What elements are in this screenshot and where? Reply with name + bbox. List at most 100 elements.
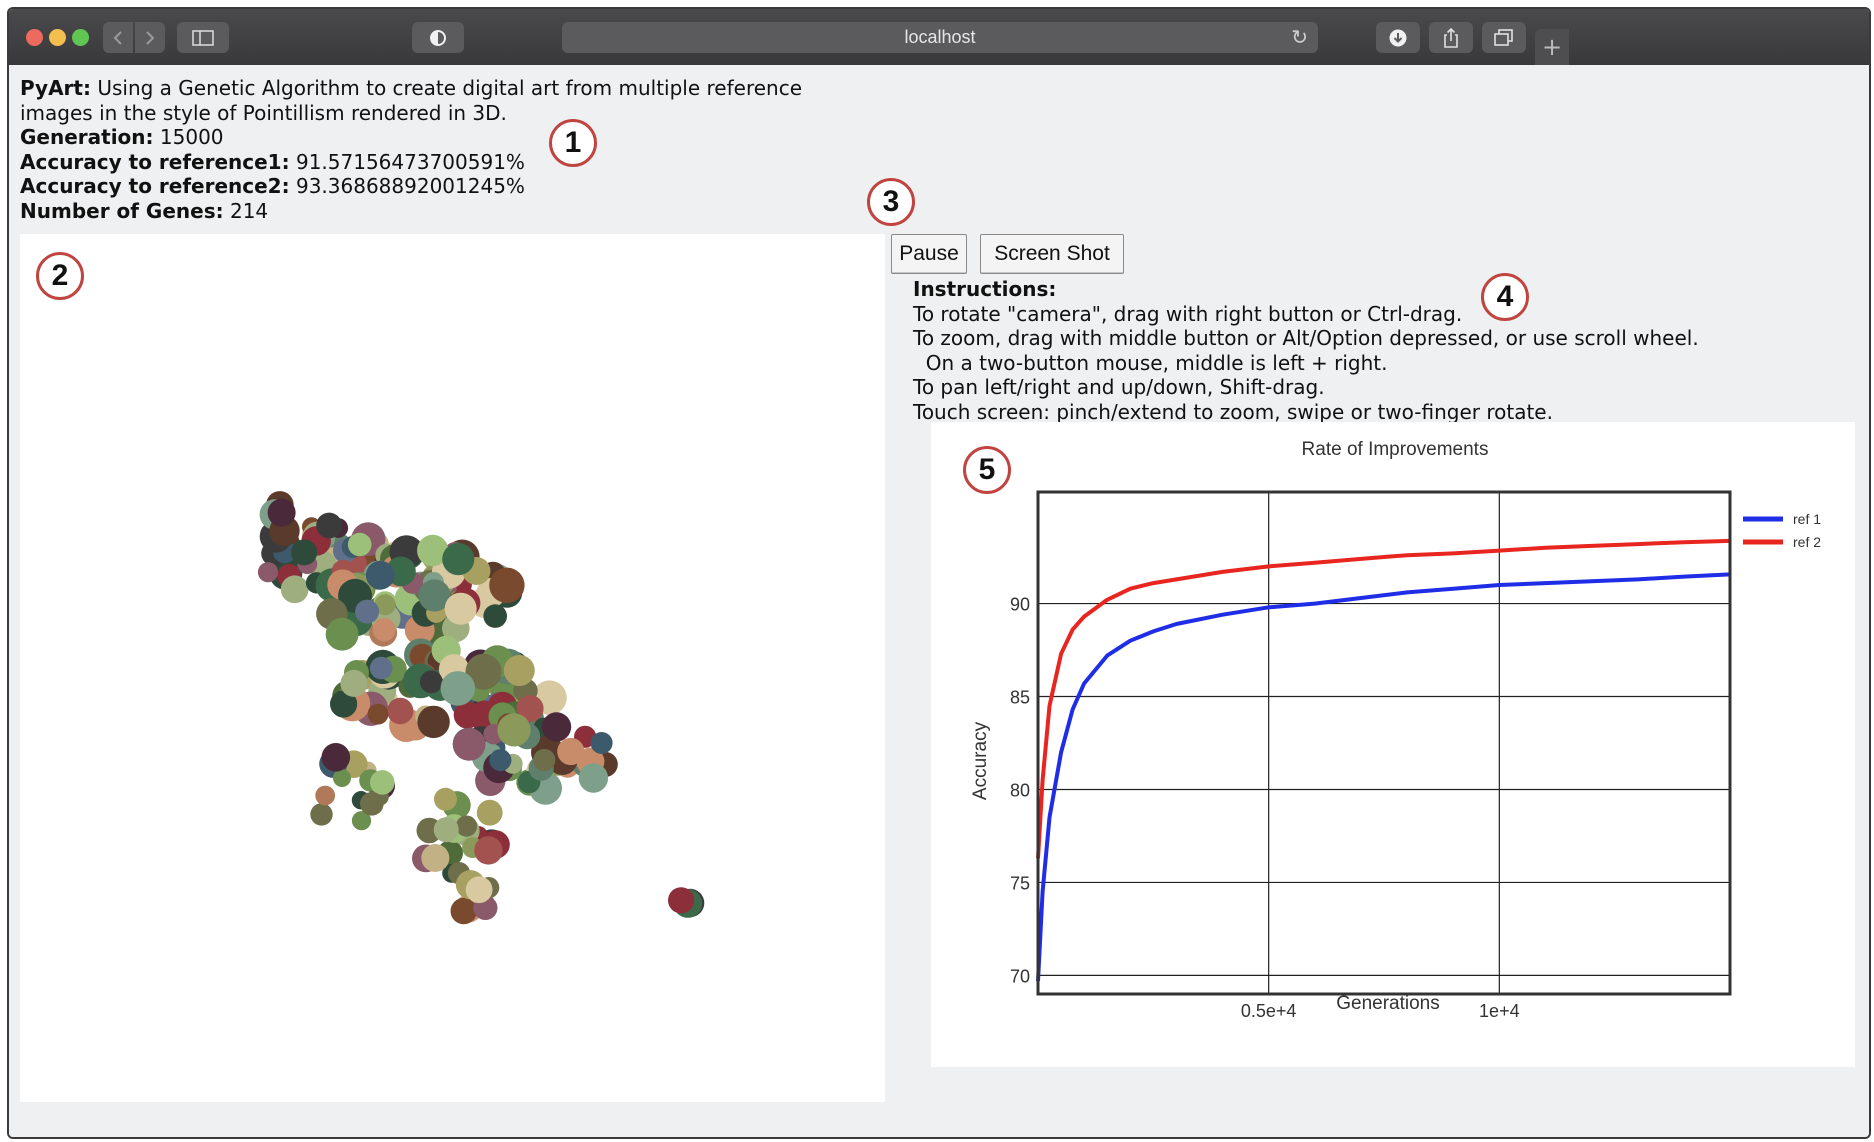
zoom-window-button[interactable] [72, 29, 89, 46]
chart-title: Rate of Improvements [1302, 439, 1489, 460]
download-icon [1389, 29, 1407, 46]
gene-dot [533, 748, 556, 772]
gene-dot [333, 769, 351, 787]
generation-value: 15000 [153, 125, 224, 150]
instructions: Instructions: To rotate "camera", drag w… [913, 277, 1699, 425]
callout-marker: 5 [963, 446, 1011, 494]
tabs-icon [1494, 28, 1513, 46]
gene-dot [417, 534, 449, 567]
tab-overview-button[interactable] [1482, 22, 1526, 53]
sidebar-toggle-button[interactable] [177, 22, 229, 53]
gene-dot [557, 737, 585, 766]
share-button[interactable] [1429, 22, 1473, 53]
gene-dot [489, 749, 512, 772]
app-description-line2: images in the style of Pointillism rende… [20, 100, 507, 125]
gene-dot [387, 697, 414, 725]
gene-dot [355, 599, 380, 624]
accuracy-ref1-value: 91.57156473700591% [289, 149, 525, 174]
gene-dot [369, 656, 393, 680]
minimize-window-button[interactable] [49, 29, 66, 46]
browser-window: localhost ↻ + PyArt: Using a Genetic Alg… [7, 7, 1871, 1139]
gene-dot [291, 539, 318, 566]
app-name: PyArt: [20, 76, 91, 100]
y-axis-label: Accuracy [970, 721, 991, 800]
x-tick-label: 1e+4 [1479, 1001, 1520, 1021]
gene-dot [372, 618, 396, 642]
plus-icon: + [1541, 33, 1563, 61]
privacy-shield-button[interactable] [412, 22, 464, 53]
forward-button[interactable] [135, 22, 165, 53]
accuracy-ref1-label: Accuracy to reference1: [20, 149, 290, 174]
gene-dot [497, 713, 531, 747]
x-axis-label: Generations [1336, 993, 1440, 1014]
shield-icon [430, 29, 446, 46]
gene-dot [578, 763, 609, 793]
gene-dot [474, 836, 503, 865]
gene-dot [489, 567, 525, 603]
gene-dot [668, 887, 695, 914]
gene-dot [347, 532, 372, 557]
gene-count-value: 214 [223, 198, 269, 223]
callout-marker: 2 [36, 252, 84, 300]
legend-label: ref 1 [1793, 511, 1821, 527]
gene-dot [419, 670, 443, 694]
address-bar[interactable]: localhost ↻ [562, 22, 1318, 53]
legend-label: ref 2 [1793, 534, 1821, 550]
generation-label: Generation: [20, 125, 154, 150]
gene-dot [365, 560, 395, 590]
callout-marker: 4 [1481, 273, 1529, 321]
gene-dot [340, 669, 368, 697]
callout-marker: 3 [867, 178, 915, 226]
gene-dot [370, 770, 395, 795]
back-button[interactable] [103, 22, 133, 53]
accuracy-ref2-value: 93.36868892001245% [289, 174, 525, 199]
improvement-chart: Rate of Improvements Generations Accurac… [931, 422, 1855, 1067]
gene-dot [465, 876, 493, 904]
gene-dot [310, 803, 333, 826]
app-description: Using a Genetic Algorithm to create digi… [90, 76, 803, 100]
gene-dot [452, 728, 486, 761]
gene-dot [444, 592, 477, 625]
instruction-line: On a two-button mouse, middle is left + … [913, 350, 1388, 375]
instruction-line: To zoom, drag with middle button or Alt/… [913, 326, 1699, 351]
gene-dot [440, 671, 476, 706]
gene-dot [590, 732, 613, 754]
gene-dot [257, 562, 279, 583]
downloads-button[interactable] [1376, 22, 1420, 53]
gene-dot [360, 792, 384, 816]
y-tick-label: 75 [1010, 873, 1030, 893]
gene-dot [455, 815, 478, 837]
instruction-line: To pan left/right and up/down, Shift-dra… [913, 375, 1325, 400]
close-window-button[interactable] [26, 29, 43, 46]
y-tick-label: 70 [1010, 966, 1030, 986]
gene-dot [417, 705, 450, 739]
screenshot-button[interactable]: Screen Shot [980, 234, 1124, 274]
new-tab-button[interactable]: + [1535, 29, 1569, 65]
pointillism-3d-canvas[interactable] [20, 234, 885, 1102]
gene-dot [330, 690, 358, 718]
gene-dot [418, 579, 451, 612]
gene-dot [321, 743, 351, 772]
instructions-heading: Instructions: [913, 277, 1057, 301]
chart-svg: Rate of Improvements Generations Accurac… [970, 439, 1821, 1021]
pause-button[interactable]: Pause [891, 234, 967, 274]
gene-dots [257, 491, 705, 925]
gene-dot [316, 512, 342, 539]
series-line-ref-2 [1036, 538, 1731, 859]
gene-dot [476, 799, 503, 826]
sidebar-icon [192, 29, 214, 46]
reload-icon[interactable]: ↻ [1291, 27, 1308, 49]
instruction-line: To rotate "camera", drag with right butt… [913, 301, 1463, 326]
gene-dot [465, 653, 502, 690]
gene-dot [367, 703, 389, 725]
page-content: PyArt: Using a Genetic Algorithm to crea… [9, 65, 1869, 1137]
callout-marker: 1 [549, 119, 597, 167]
gene-dot [442, 543, 475, 576]
gene-dot [483, 604, 508, 628]
url-text: localhost [904, 27, 976, 47]
series-line-ref-1 [1036, 572, 1731, 982]
gene-dot [315, 785, 336, 806]
share-icon [1444, 27, 1458, 48]
gene-dot [325, 617, 359, 651]
plot-frame [1036, 490, 1732, 996]
